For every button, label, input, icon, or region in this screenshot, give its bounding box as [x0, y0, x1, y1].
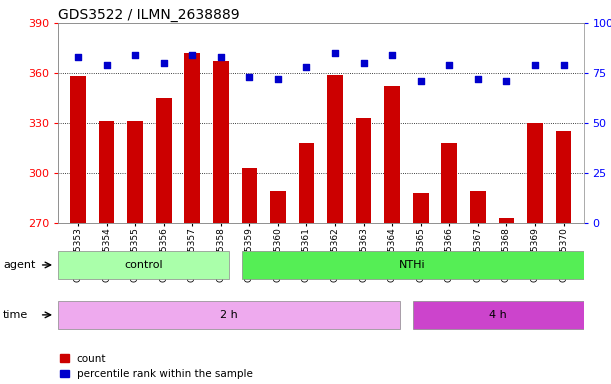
Point [502, 78, 511, 84]
Point [216, 54, 225, 60]
Point [273, 76, 283, 82]
Bar [156, 98, 172, 223]
Point [101, 62, 111, 68]
Bar [555, 131, 571, 223]
Bar [441, 143, 457, 223]
Text: time: time [3, 310, 28, 320]
Text: GDS3522 / ILMN_2638889: GDS3522 / ILMN_2638889 [58, 8, 240, 22]
Bar [270, 191, 286, 223]
Bar [413, 301, 584, 329]
Bar [127, 121, 143, 223]
Bar [499, 218, 514, 223]
Bar [413, 193, 428, 223]
Bar [58, 301, 400, 329]
Bar [58, 251, 229, 279]
Point [330, 50, 340, 56]
Point [130, 52, 140, 58]
Bar [241, 251, 584, 279]
Bar [384, 86, 400, 223]
Legend: count, percentile rank within the sample: count, percentile rank within the sample [60, 354, 253, 379]
Text: control: control [124, 260, 163, 270]
Bar [470, 191, 486, 223]
Text: 2 h: 2 h [220, 310, 238, 320]
Point [159, 60, 169, 66]
Bar [327, 74, 343, 223]
Bar [241, 168, 257, 223]
Bar [356, 118, 371, 223]
Text: 4 h: 4 h [489, 310, 507, 320]
Bar [213, 61, 229, 223]
Point [244, 74, 254, 80]
Point [302, 64, 312, 70]
Point [473, 76, 483, 82]
Bar [527, 123, 543, 223]
Bar [99, 121, 114, 223]
Bar [299, 143, 314, 223]
Text: NTHi: NTHi [399, 260, 426, 270]
Bar [70, 76, 86, 223]
Point [530, 62, 540, 68]
Point [416, 78, 426, 84]
Point [558, 62, 568, 68]
Point [188, 52, 197, 58]
Point [359, 60, 368, 66]
Text: agent: agent [3, 260, 35, 270]
Point [444, 62, 454, 68]
Point [73, 54, 83, 60]
Bar [185, 53, 200, 223]
Point [387, 52, 397, 58]
